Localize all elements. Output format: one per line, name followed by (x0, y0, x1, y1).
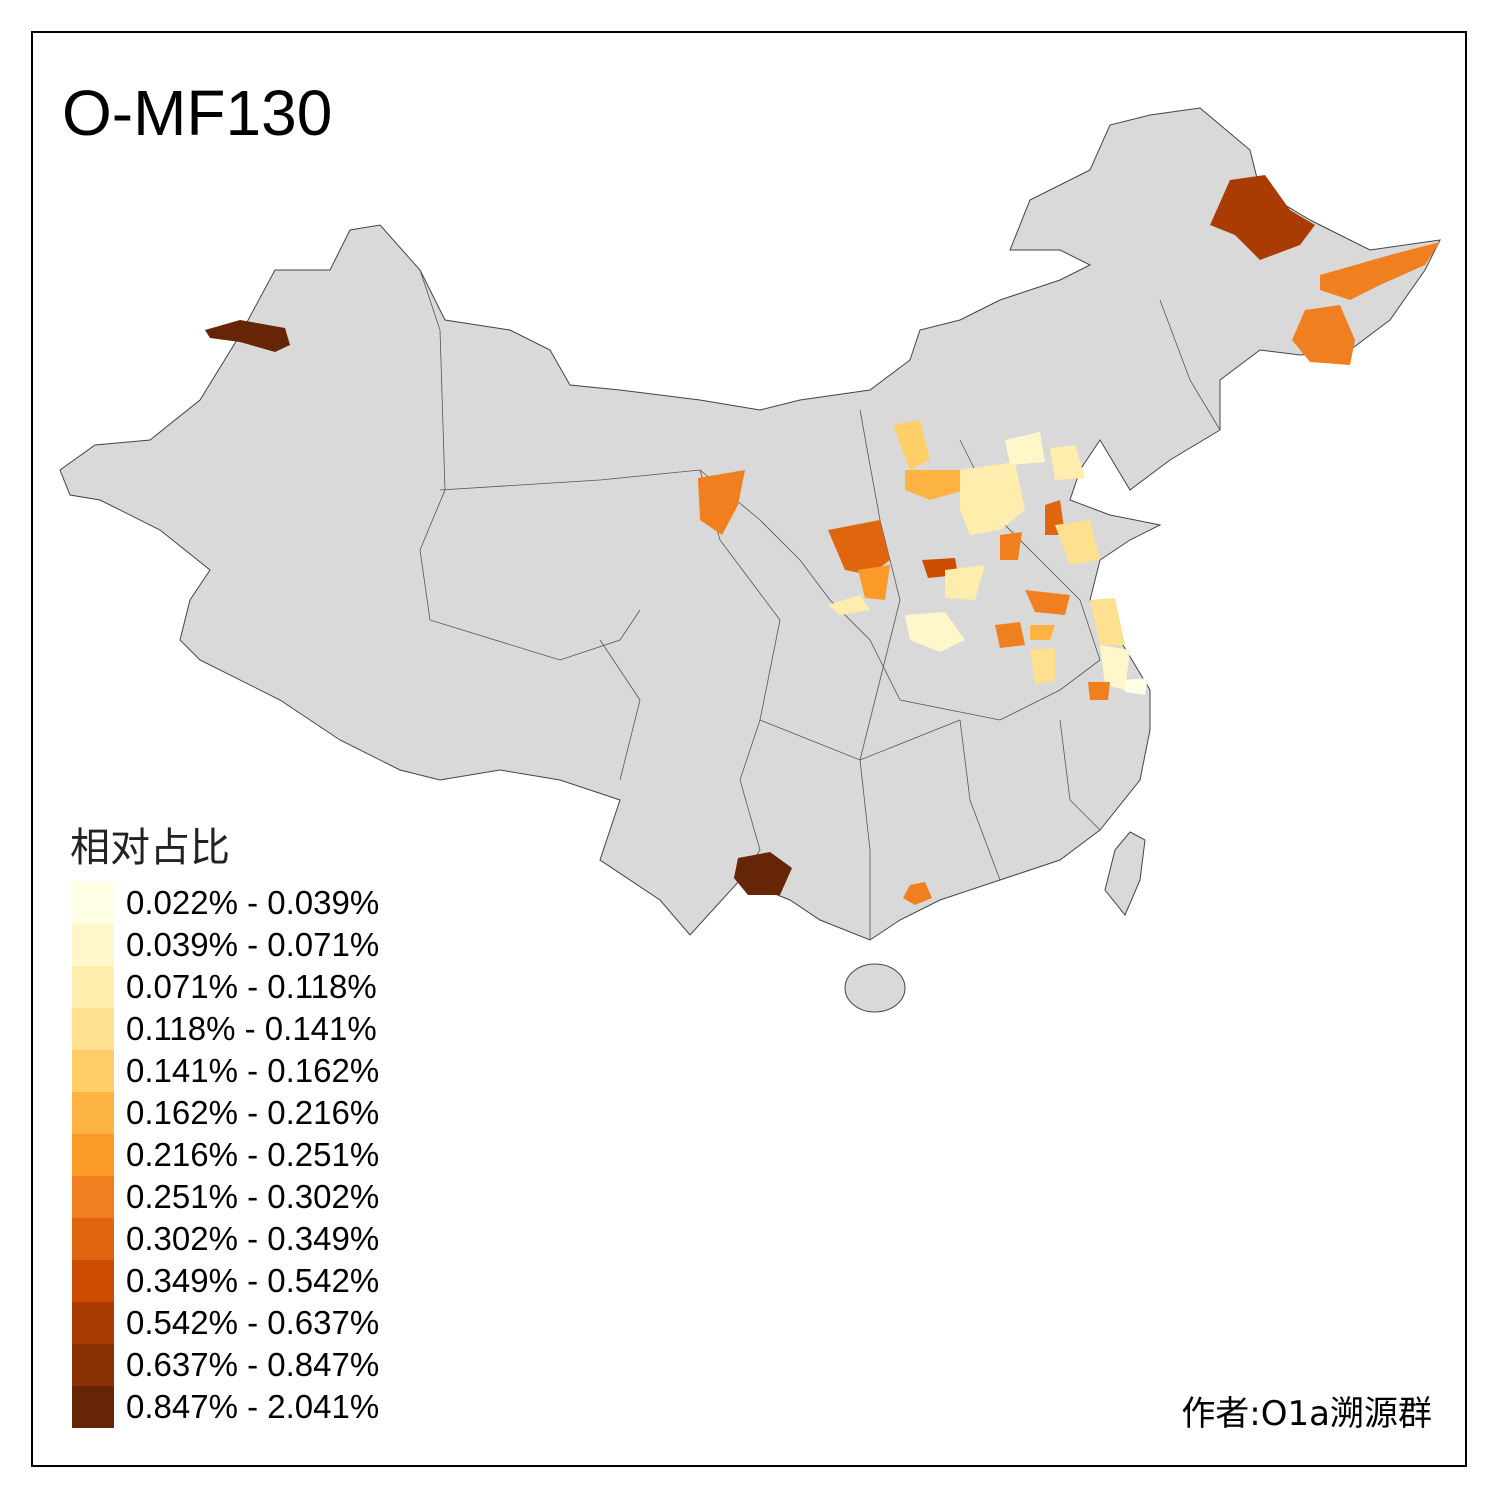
region-fill (905, 612, 965, 652)
legend-swatch (72, 1302, 114, 1344)
region-fill (1005, 432, 1045, 465)
region-fill (905, 470, 965, 500)
legend-item: 0.349% - 0.542% (72, 1260, 379, 1302)
legend-title: 相对占比 (70, 825, 230, 871)
legend-label: 0.071% - 0.118% (126, 968, 377, 1005)
legend-label: 0.302% - 0.349% (126, 1220, 380, 1257)
legend-label: 0.022% - 0.039% (126, 884, 380, 921)
legend-label: 0.542% - 0.637% (126, 1304, 380, 1341)
legend-swatch (72, 924, 114, 966)
legend-label: 0.251% - 0.302% (126, 1178, 380, 1215)
region-fill (1025, 590, 1070, 615)
legend-swatch (72, 1260, 114, 1302)
region-fill (960, 462, 1025, 535)
legend-item: 0.162% - 0.216% (72, 1092, 379, 1134)
colored-regions (205, 175, 1440, 905)
legend-swatch (72, 1344, 114, 1386)
legend-item: 0.637% - 0.847% (72, 1344, 379, 1386)
author-credit: 作者:O1a溯源群 (1181, 1394, 1432, 1434)
region-fill (995, 622, 1025, 648)
region-fill (1125, 678, 1148, 695)
legend-item: 0.141% - 0.162% (72, 1050, 379, 1092)
region-fill (1090, 598, 1125, 645)
legend-label: 0.118% - 0.141% (126, 1010, 377, 1047)
legend-item: 0.542% - 0.637% (72, 1302, 379, 1344)
legend-swatch (72, 1092, 114, 1134)
region-fill (945, 565, 985, 600)
region-fill (1088, 682, 1110, 700)
legend-swatch (72, 882, 114, 924)
legend-item: 0.022% - 0.039% (72, 882, 379, 924)
region-fill (903, 882, 932, 905)
legend-item: 0.302% - 0.349% (72, 1218, 379, 1260)
region-fill (1320, 242, 1440, 300)
region-fill (1000, 532, 1022, 560)
taiwan (1104, 831, 1146, 916)
region-fill (1030, 625, 1055, 640)
region-fill (1050, 445, 1085, 480)
legend: 0.022% - 0.039% 0.039% - 0.071% 0.071% - 0… (72, 882, 379, 1428)
legend-item: 0.118% - 0.141% (72, 1008, 379, 1050)
legend-item: 0.216% - 0.251% (72, 1134, 379, 1176)
region-fill (1292, 305, 1355, 365)
legend-swatch (72, 1218, 114, 1260)
mainland-china (59, 107, 1441, 941)
legend-label: 0.162% - 0.216% (126, 1094, 380, 1131)
legend-item: 0.071% - 0.118% (72, 966, 379, 1008)
region-fill (698, 470, 745, 535)
map-title: O-MF130 (62, 77, 333, 149)
region-fill (734, 852, 792, 895)
region-fill (1100, 645, 1130, 690)
region-fill (1210, 175, 1315, 260)
legend-label: 0.847% - 2.041% (126, 1388, 380, 1425)
legend-label: 0.216% - 0.251% (126, 1136, 380, 1173)
hainan (844, 963, 906, 1013)
legend-label: 0.349% - 0.542% (126, 1262, 380, 1299)
map-frame (31, 31, 1467, 1467)
region-fill (893, 420, 930, 470)
legend-label: 0.141% - 0.162% (126, 1052, 380, 1089)
region-fill (828, 595, 870, 615)
region-fill (858, 565, 890, 600)
legend-swatch (72, 1134, 114, 1176)
legend-swatch (72, 966, 114, 1008)
legend-swatch (72, 1050, 114, 1092)
region-fill (1030, 648, 1055, 685)
region-fill (828, 520, 890, 575)
legend-item: 0.039% - 0.071% (72, 924, 379, 966)
legend-label: 0.039% - 0.071% (126, 926, 380, 963)
region-fill (205, 320, 290, 352)
legend-swatch (72, 1176, 114, 1218)
legend-swatch (72, 1386, 114, 1428)
legend-label: 0.637% - 0.847% (126, 1346, 380, 1383)
legend-swatch (72, 1008, 114, 1050)
legend-item: 0.251% - 0.302% (72, 1176, 379, 1218)
legend-item: 0.847% - 2.041% (72, 1386, 379, 1428)
region-fill (1055, 520, 1100, 565)
